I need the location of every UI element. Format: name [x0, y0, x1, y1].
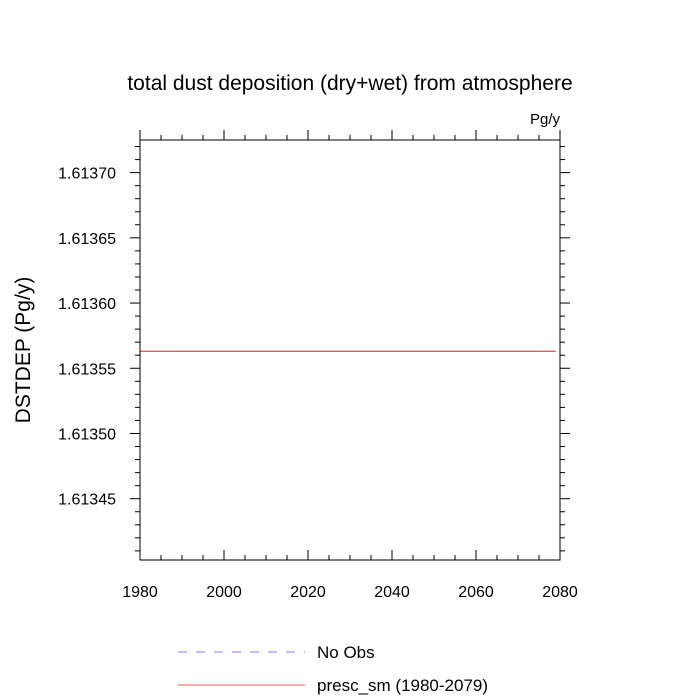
y-tick-label: 1.61345 [58, 492, 116, 509]
x-tick-label: 2040 [374, 584, 410, 601]
axis-ticks [130, 130, 570, 560]
y-tick-label: 1.61370 [58, 166, 116, 183]
y-tick-label: 1.61360 [58, 296, 116, 313]
x-tick-labels: 1980 2000 2020 2040 2060 2080 [122, 584, 578, 601]
y-tick-label: 1.61365 [58, 231, 116, 248]
legend-label-0: No Obs [317, 643, 375, 662]
legend: No Obs presc_sm (1980-2079) [178, 643, 488, 695]
units-label: Pg/y [530, 111, 561, 128]
chart-title: total dust deposition (dry+wet) from atm… [127, 72, 572, 95]
y-tick-labels: 1.61345 1.61350 1.61355 1.61360 1.61365 1.613… [58, 166, 116, 509]
y-axis-label: DSTDEP (Pg/y) [12, 277, 35, 424]
y-tick-label: 1.61355 [58, 361, 116, 378]
x-tick-label: 2080 [542, 584, 578, 601]
y-tick-label: 1.61350 [58, 426, 116, 443]
x-tick-label: 2000 [206, 584, 242, 601]
x-tick-label: 2020 [290, 584, 326, 601]
x-tick-label: 2060 [458, 584, 494, 601]
x-tick-label: 1980 [122, 584, 158, 601]
plot-frame [139, 139, 561, 561]
legend-label-1: presc_sm (1980-2079) [317, 676, 488, 695]
